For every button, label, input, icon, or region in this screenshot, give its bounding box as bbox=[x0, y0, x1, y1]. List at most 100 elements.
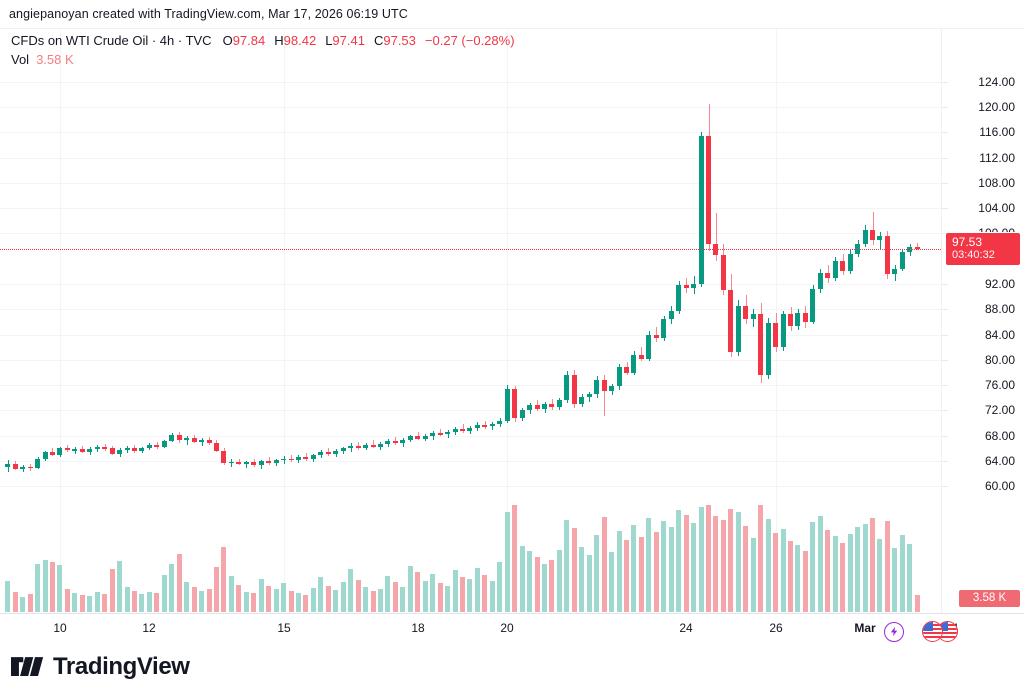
volume-bar bbox=[825, 530, 830, 612]
volume-bar bbox=[139, 594, 144, 612]
candle-body bbox=[438, 433, 443, 435]
price-tick bbox=[942, 309, 948, 311]
chart-frame: CFDs on WTI Crude Oil · 4h · TVC O97.84 … bbox=[0, 28, 1024, 642]
candle-body bbox=[259, 461, 264, 466]
candle-wick bbox=[463, 424, 464, 433]
price-axis[interactable]: 3.58 K 124.00 120.00 116.00 112.00 108.00 104… bbox=[941, 29, 1024, 613]
tradingview-logo[interactable]: TradingView bbox=[11, 653, 190, 681]
candle-body bbox=[848, 253, 853, 272]
price-axis-label: 84.00 bbox=[984, 327, 1015, 342]
candle-body bbox=[572, 375, 577, 405]
candle-body bbox=[825, 272, 830, 278]
candle-body bbox=[13, 463, 18, 469]
time-axis[interactable]: 10121518202426Mar4610121518 bbox=[0, 613, 1024, 641]
volume-bar bbox=[736, 512, 741, 612]
gridline-horizontal bbox=[0, 106, 941, 108]
current-price-badge[interactable]: 97.53 03:40:32 bbox=[946, 233, 1020, 266]
volume-bar bbox=[415, 572, 420, 612]
candle-body bbox=[415, 436, 420, 439]
candle-body bbox=[721, 254, 726, 291]
volume-bar bbox=[445, 586, 450, 612]
chart-plot-area[interactable] bbox=[0, 29, 941, 613]
volume-bar bbox=[743, 526, 748, 612]
session-flags[interactable] bbox=[922, 621, 960, 642]
candle-body bbox=[609, 386, 614, 392]
candle-wick bbox=[716, 213, 717, 262]
volume-bar bbox=[520, 546, 525, 612]
candle-body bbox=[684, 285, 689, 288]
volume-bar bbox=[855, 527, 860, 612]
volume-bar bbox=[236, 585, 241, 612]
price-tick bbox=[942, 410, 948, 412]
candle-wick bbox=[917, 243, 918, 250]
candle-wick bbox=[589, 391, 590, 402]
candle-body bbox=[915, 247, 920, 250]
candle-body bbox=[281, 458, 286, 461]
volume-bar bbox=[624, 540, 629, 612]
candle-body bbox=[520, 410, 525, 419]
volume-bar bbox=[65, 589, 70, 612]
candle-body bbox=[318, 452, 323, 456]
candle-body bbox=[430, 433, 435, 436]
volume-bar bbox=[408, 566, 413, 612]
candle-body bbox=[855, 243, 860, 254]
volume-bar bbox=[773, 533, 778, 612]
volume-bar bbox=[207, 589, 212, 612]
volume-bar bbox=[80, 595, 85, 612]
candle-body bbox=[296, 457, 301, 460]
candle-body bbox=[57, 448, 62, 455]
gridline-horizontal bbox=[0, 435, 941, 437]
volume-bar bbox=[713, 516, 718, 612]
volume-bar bbox=[497, 562, 502, 612]
volume-bar bbox=[907, 544, 912, 612]
lightning-bolt-icon[interactable] bbox=[884, 621, 904, 642]
gridline-horizontal bbox=[0, 233, 941, 235]
price-tick bbox=[942, 81, 948, 83]
price-axis-label: 80.00 bbox=[984, 352, 1015, 367]
gridline-horizontal bbox=[0, 208, 941, 210]
price-axis-label: 76.00 bbox=[984, 378, 1015, 393]
candle-wick bbox=[75, 447, 76, 455]
candle-body bbox=[341, 448, 346, 451]
volume-bar bbox=[803, 551, 808, 612]
current-price-line bbox=[0, 249, 941, 251]
candle-body bbox=[795, 313, 800, 326]
candle-body bbox=[602, 380, 607, 392]
tradingview-mark-icon bbox=[11, 657, 44, 676]
volume-bar bbox=[810, 522, 815, 612]
candle-body bbox=[699, 136, 704, 284]
candle-body bbox=[43, 452, 48, 459]
volume-bar bbox=[184, 582, 189, 612]
time-axis-label: 18 bbox=[411, 621, 425, 635]
candle-body bbox=[535, 405, 540, 410]
candle-body bbox=[788, 314, 793, 326]
volume-bar bbox=[900, 535, 905, 612]
price-tick bbox=[942, 208, 948, 210]
candle-body bbox=[50, 452, 55, 455]
gridline-horizontal bbox=[0, 81, 941, 83]
volume-bar bbox=[5, 581, 10, 612]
candle-body bbox=[863, 229, 868, 244]
volume-bar bbox=[691, 523, 696, 612]
candle-body bbox=[624, 367, 629, 373]
volume-bar bbox=[102, 594, 107, 612]
candle-body bbox=[378, 443, 383, 447]
candle-body bbox=[661, 319, 666, 339]
volume-bar bbox=[676, 510, 681, 612]
candle-body bbox=[303, 457, 308, 460]
volume-bar bbox=[43, 560, 48, 612]
volume-bar bbox=[892, 548, 897, 612]
candle-body bbox=[892, 268, 897, 274]
volume-bar bbox=[274, 589, 279, 612]
volume-bar bbox=[564, 520, 569, 612]
volume-bar bbox=[840, 543, 845, 612]
price-tick bbox=[942, 182, 948, 184]
candle-body bbox=[743, 305, 748, 320]
volume-bar bbox=[281, 583, 286, 612]
volume-bar bbox=[289, 591, 294, 612]
candle-body bbox=[184, 438, 189, 441]
volume-bar bbox=[490, 581, 495, 612]
volume-bar bbox=[378, 589, 383, 612]
volume-bar bbox=[781, 529, 786, 612]
